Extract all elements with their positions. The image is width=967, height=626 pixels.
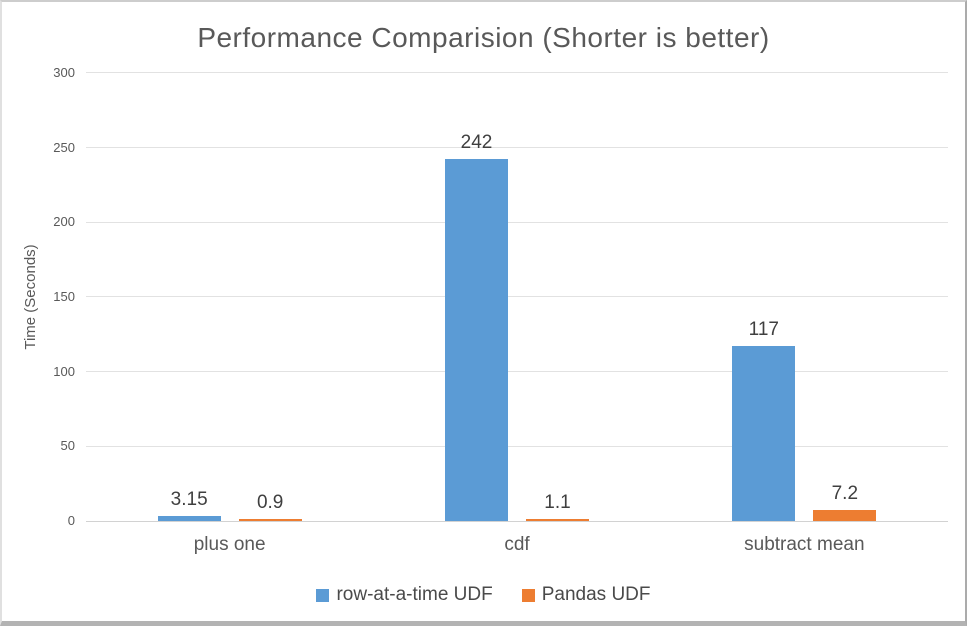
category-label-cdf: cdf bbox=[504, 534, 530, 555]
gridline-100 bbox=[86, 371, 948, 373]
x-axis-line bbox=[86, 520, 948, 522]
y-tick-label-250: 250 bbox=[53, 139, 75, 155]
legend-item-row-at-a-time-udf: row-at-a-time UDF bbox=[316, 584, 493, 605]
y-tick-label-100: 100 bbox=[53, 363, 75, 379]
value-label-row-at-a-time-udf-plus-one: 3.15 bbox=[170, 489, 208, 511]
gridline-200 bbox=[86, 221, 948, 223]
y-tick-label-150: 150 bbox=[53, 288, 75, 304]
bar-pandas-udf-plus-one bbox=[238, 519, 302, 521]
gridline-300 bbox=[86, 72, 948, 74]
category-label-subtract-mean: subtract mean bbox=[744, 534, 865, 555]
bar-row-at-a-time-udf-cdf bbox=[445, 159, 508, 521]
value-label-row-at-a-time-udf-cdf: 242 bbox=[460, 132, 493, 154]
y-tick-label-50: 50 bbox=[60, 438, 75, 454]
value-label-pandas-udf-subtract-mean: 7.2 bbox=[831, 483, 859, 505]
bar-row-at-a-time-udf-subtract-mean bbox=[732, 346, 796, 521]
bar-pandas-udf-subtract-mean bbox=[813, 510, 877, 521]
value-label-pandas-udf-plus-one: 0.9 bbox=[256, 492, 284, 513]
gridline-150 bbox=[86, 296, 948, 298]
legend-swatch-icon bbox=[521, 588, 535, 602]
legend-label-pandas-udf: Pandas UDF bbox=[541, 584, 651, 605]
legend: row-at-a-time UDF Pandas UDF bbox=[2, 585, 965, 605]
legend-item-pandas-udf: Pandas UDF bbox=[521, 584, 651, 605]
gridline-50 bbox=[86, 445, 948, 447]
y-tick-label-200: 200 bbox=[53, 214, 75, 230]
category-label-plus-one: plus one bbox=[193, 534, 266, 555]
bar-row-at-a-time-udf-plus-one bbox=[157, 516, 221, 521]
y-tick-label-300: 300 bbox=[53, 64, 75, 80]
legend-label-row-at-a-time-udf: row-at-a-time UDF bbox=[336, 584, 493, 605]
legend-swatch-icon bbox=[316, 588, 330, 602]
chart-title: Performance Comparision (Shorter is bett… bbox=[197, 22, 770, 53]
value-label-row-at-a-time-udf-subtract-mean: 117 bbox=[748, 319, 779, 341]
value-label-pandas-udf-cdf: 1.1 bbox=[544, 492, 571, 513]
bar-pandas-udf-cdf bbox=[526, 519, 589, 521]
gridline-250 bbox=[86, 147, 948, 148]
y-tick-label-0: 0 bbox=[67, 513, 75, 528]
